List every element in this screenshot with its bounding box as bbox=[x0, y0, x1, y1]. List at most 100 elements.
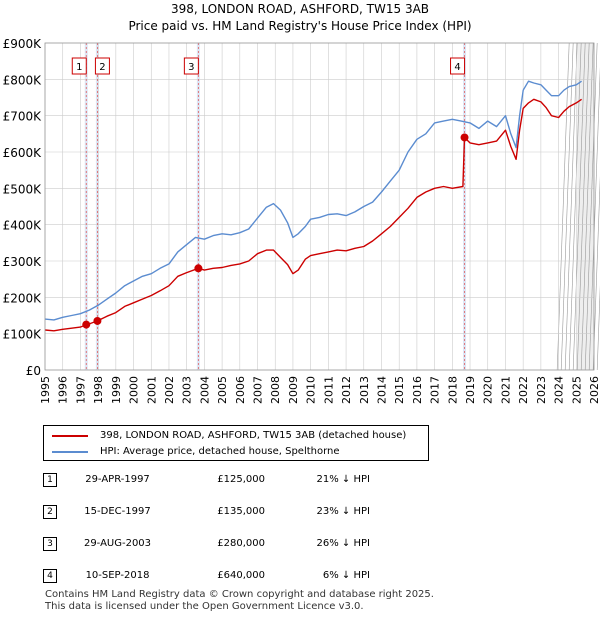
sale-row: 1 29-APR-1997 £125,000 21% ↓ HPI bbox=[0, 470, 600, 490]
sale-hpi-diff: 23% ↓ HPI bbox=[316, 506, 370, 517]
plot-frame bbox=[44, 42, 595, 371]
forecast-hatch bbox=[556, 42, 570, 371]
sale-highlight-band bbox=[84, 43, 88, 370]
sale-row: 3 29-AUG-2003 £280,000 26% ↓ HPI bbox=[0, 534, 600, 554]
legend: 398, LONDON ROAD, ASHFORD, TW15 3AB (det… bbox=[43, 425, 429, 461]
footer: Contains HM Land Registry data © Crown c… bbox=[45, 589, 434, 613]
y-tick-label: £0 bbox=[26, 364, 41, 378]
sale-hpi-diff: 26% ↓ HPI bbox=[316, 538, 370, 549]
sale-label-box bbox=[94, 57, 110, 75]
sale-date: 15-DEC-1997 bbox=[84, 506, 151, 517]
sale-number-badge: 1 bbox=[43, 473, 57, 487]
y-tick-label: £300K bbox=[3, 255, 43, 269]
y-tick-label: £100K bbox=[3, 328, 43, 342]
sale-label-box bbox=[450, 57, 466, 75]
y-tick-label: £700K bbox=[3, 110, 43, 124]
sale-price: £280,000 bbox=[217, 538, 265, 549]
sale-number-badge: 2 bbox=[43, 505, 57, 519]
sale-point bbox=[460, 133, 469, 142]
x-tick-label: 2024 bbox=[553, 376, 566, 404]
sale-label-box bbox=[71, 57, 87, 75]
sale-number-badge: 4 bbox=[43, 569, 57, 583]
sale-price: £135,000 bbox=[217, 506, 265, 517]
x-tick-label: 2009 bbox=[287, 376, 300, 404]
forecast-hatch bbox=[560, 42, 574, 371]
footer-copyright: Contains HM Land Registry data © Crown c… bbox=[45, 589, 434, 600]
x-tick-label: 2015 bbox=[393, 376, 406, 404]
legend-swatch-hpi bbox=[52, 451, 88, 453]
x-tick-label: 2026 bbox=[588, 376, 600, 404]
sale-point bbox=[93, 316, 102, 325]
forecast-hatch bbox=[564, 42, 578, 371]
forecast-hatch bbox=[596, 284, 600, 371]
legend-swatch-property bbox=[52, 435, 88, 437]
forecast-hatch bbox=[576, 42, 590, 371]
x-tick-label: 2022 bbox=[517, 376, 530, 404]
x-tick-label: 2002 bbox=[163, 376, 176, 404]
chart-title: 398, LONDON ROAD, ASHFORD, TW15 3AB bbox=[170, 2, 430, 16]
sale-hpi-diff: 21% ↓ HPI bbox=[316, 474, 370, 485]
x-tick-label: 1997 bbox=[74, 376, 87, 404]
sale-price: £640,000 bbox=[217, 570, 265, 581]
legend-label-hpi: HPI: Average price, detached house, Spel… bbox=[100, 446, 340, 457]
x-tick-label: 2013 bbox=[358, 376, 371, 404]
sale-price: £125,000 bbox=[217, 474, 265, 485]
chart-subtitle: Price paid vs. HM Land Registry's House … bbox=[128, 19, 472, 33]
forecast-hatch bbox=[568, 42, 582, 371]
sale-number-badge: 3 bbox=[43, 537, 57, 551]
sale-label-text: 2 bbox=[99, 62, 105, 73]
x-tick-label: 2010 bbox=[305, 376, 318, 404]
forecast-hatch bbox=[580, 42, 594, 371]
x-tick-label: 2012 bbox=[340, 376, 353, 404]
x-tick-label: 2014 bbox=[375, 376, 388, 404]
x-tick-label: 2011 bbox=[322, 376, 335, 404]
sale-point bbox=[82, 320, 91, 329]
x-tick-label: 1998 bbox=[92, 376, 105, 404]
sale-label-text: 1 bbox=[76, 62, 82, 73]
x-tick-label: 2020 bbox=[482, 376, 495, 404]
sale-highlight-band bbox=[95, 43, 99, 370]
x-tick-label: 2005 bbox=[216, 376, 229, 404]
x-tick-label: 2004 bbox=[198, 376, 211, 404]
sale-highlight-band bbox=[196, 43, 200, 370]
x-tick-label: 2019 bbox=[464, 376, 477, 404]
sale-row: 4 10-SEP-2018 £640,000 6% ↓ HPI bbox=[0, 566, 600, 586]
sale-row: 2 15-DEC-1997 £135,000 23% ↓ HPI bbox=[0, 502, 600, 522]
x-tick-label: 2007 bbox=[252, 376, 265, 404]
sale-highlight-band bbox=[463, 43, 467, 370]
x-tick-label: 2018 bbox=[446, 376, 459, 404]
price-chart: 1 2 3 4 £0 £100K £200K £300K £400K £500K £600K £700… bbox=[3, 37, 600, 404]
forecast-hatch bbox=[572, 42, 586, 371]
x-tick-label: 1995 bbox=[39, 376, 52, 404]
property-series-line bbox=[44, 98, 582, 332]
y-tick-label: £600K bbox=[3, 146, 43, 160]
x-tick-label: 2023 bbox=[535, 376, 548, 404]
sale-date: 29-AUG-2003 bbox=[83, 538, 152, 549]
forecast-hatch bbox=[588, 66, 600, 371]
x-tick-label: 2001 bbox=[145, 376, 158, 404]
forecast-region bbox=[577, 43, 594, 370]
y-tick-label: £500K bbox=[3, 182, 43, 196]
y-tick-label: £400K bbox=[3, 219, 43, 233]
plot-area bbox=[45, 43, 594, 370]
forecast-hatch bbox=[592, 175, 600, 371]
x-tick-label: 1999 bbox=[110, 376, 123, 404]
sale-label-box bbox=[183, 57, 199, 75]
x-tick-label: 2006 bbox=[234, 376, 247, 404]
x-tick-label: 2021 bbox=[499, 376, 512, 404]
y-tick-label: £800K bbox=[3, 73, 43, 87]
sale-label-text: 3 bbox=[188, 62, 194, 73]
y-tick-label: £900K bbox=[3, 37, 43, 51]
forecast-hatch bbox=[584, 42, 598, 371]
x-tick-label: 2003 bbox=[181, 376, 194, 404]
y-tick-label: £200K bbox=[3, 291, 43, 305]
sale-label-text: 4 bbox=[454, 62, 460, 73]
x-tick-label: 2000 bbox=[128, 376, 141, 404]
sale-date: 10-SEP-2018 bbox=[85, 570, 150, 581]
sale-point bbox=[194, 264, 203, 273]
sale-hpi-diff: 6% ↓ HPI bbox=[322, 570, 370, 581]
x-tick-label: 2025 bbox=[570, 376, 583, 404]
sale-date: 29-APR-1997 bbox=[85, 474, 150, 485]
x-tick-label: 2016 bbox=[411, 376, 424, 404]
x-tick-label: 1996 bbox=[57, 376, 70, 404]
